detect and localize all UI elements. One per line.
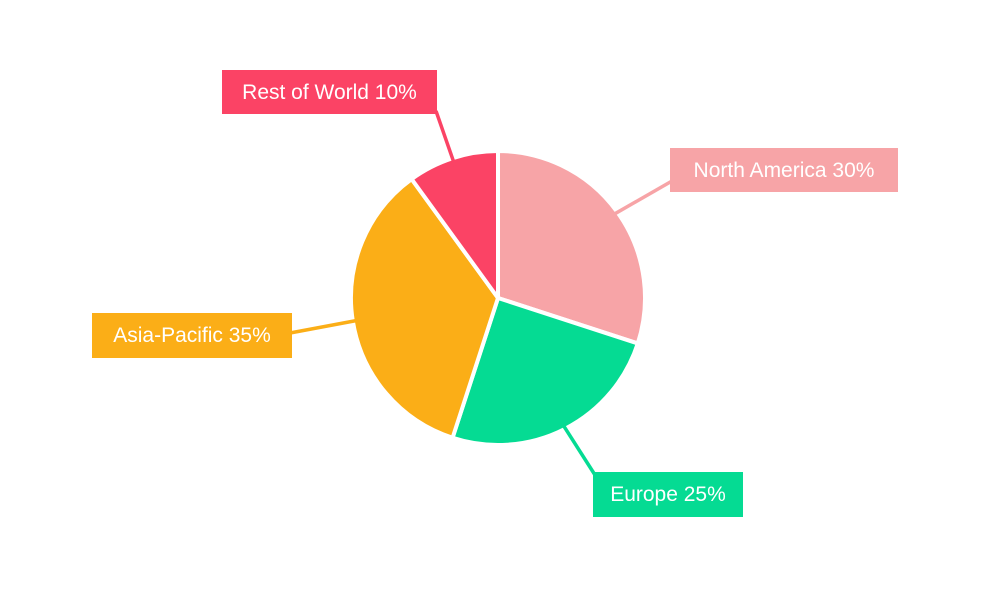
callout-label-rest-of-world: Rest of World 10% — [222, 70, 437, 114]
callout-label-north-america: North America 30% — [670, 148, 898, 192]
callout-line-europe — [559, 420, 597, 476]
callout-line-north-america — [609, 179, 673, 218]
callout-line-asia-pacific — [289, 318, 362, 335]
callout-label-text: Rest of World 10% — [242, 80, 417, 104]
callout-label-text: North America 30% — [693, 158, 875, 182]
callout-label-text: Europe 25% — [610, 483, 726, 506]
callout-label-asia-pacific: Asia-Pacific 35% — [92, 313, 292, 358]
pie-slices — [349, 149, 647, 447]
callout-lines — [289, 110, 673, 476]
callout-label-text: Asia-Pacific 35% — [113, 324, 271, 347]
callout-label-europe: Europe 25% — [593, 472, 743, 517]
callout-line-rest-of-world — [434, 110, 457, 167]
